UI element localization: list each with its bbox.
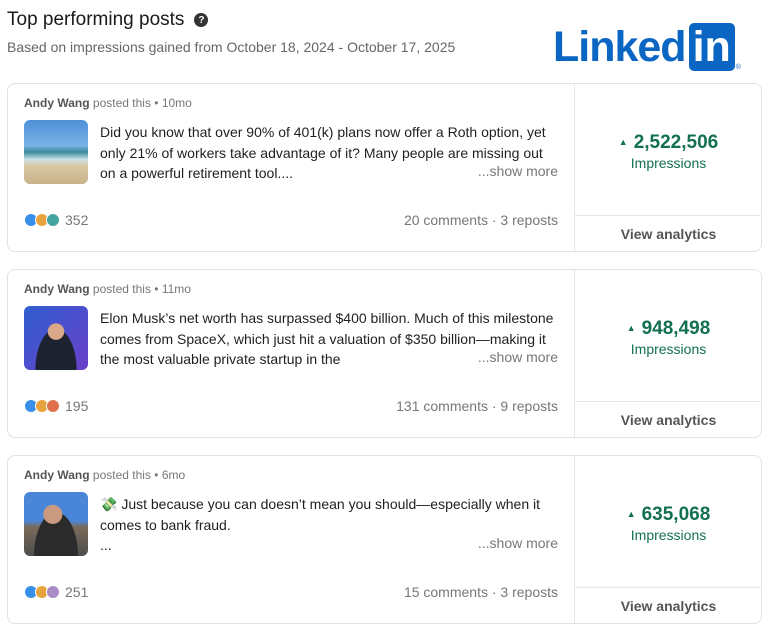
post-ellipsis: ... [100, 537, 112, 553]
post-text[interactable]: Elon Musk’s net worth has surpassed $400… [100, 310, 554, 367]
author-name[interactable]: Andy Wang [24, 468, 90, 482]
linkedin-logo: Linked in ® [553, 19, 741, 71]
date-range-subtitle: Based on impressions gained from October… [7, 39, 456, 55]
post-card: Andy Wang posted this • 6mo 💸 Just becau… [7, 455, 762, 624]
logo-registered: ® [735, 64, 741, 71]
view-analytics-button[interactable]: View analytics [575, 401, 762, 437]
post-thumbnail-person[interactable] [24, 306, 88, 370]
post-text[interactable]: Did you know that over 90% of 401(k) pla… [100, 124, 546, 181]
post-thumbnail-beach[interactable] [24, 120, 88, 184]
post-author: Andy Wang posted this • 10mo [24, 96, 192, 110]
reactions[interactable]: 352 [24, 212, 88, 228]
impressions-value: 2,522,506 [633, 132, 719, 153]
up-triangle-icon: ▲ [618, 137, 628, 147]
post-meta: posted this • 11mo [92, 282, 191, 296]
comments-reposts[interactable]: 131 comments · 9 reposts [396, 398, 558, 414]
comments-reposts[interactable]: 20 comments · 3 reposts [403, 212, 558, 228]
reaction-count: 195 [65, 398, 89, 414]
impressions: ▲ 2,522,506 Impressions [575, 132, 762, 171]
up-triangle-icon: ▲ [626, 509, 636, 519]
show-more-link[interactable]: ...show more [469, 163, 558, 179]
page-title: Top performing posts? [7, 9, 209, 31]
show-more-link[interactable]: ...show more [469, 349, 558, 365]
post-card: Andy Wang posted this • 11mo Elon Musk’s… [7, 269, 762, 438]
funny-reaction-icon [46, 213, 60, 227]
post-card: Andy Wang posted this • 10mo Did you kno… [7, 83, 762, 252]
curious-reaction-icon [46, 585, 60, 599]
post-author: Andy Wang posted this • 6mo [24, 468, 185, 482]
author-name[interactable]: Andy Wang [24, 96, 90, 110]
author-name[interactable]: Andy Wang [24, 282, 90, 296]
question-circle-icon[interactable]: ? [194, 13, 209, 27]
logo-in-box: in [688, 23, 735, 71]
up-triangle-icon: ▲ [626, 323, 636, 333]
impressions-label: Impressions [630, 155, 707, 171]
view-analytics-button[interactable]: View analytics [575, 215, 762, 251]
logo-word: Linked [553, 23, 687, 71]
impressions: ▲ 948,498 Impressions [575, 318, 762, 357]
view-analytics-button[interactable]: View analytics [575, 587, 762, 623]
post-text-body: Just because you can doesn’t mean you sh… [100, 496, 541, 533]
post-meta: posted this • 10mo [92, 96, 192, 110]
post-thumbnail-person[interactable] [24, 492, 88, 556]
impressions: ▲ 635,068 Impressions [575, 504, 762, 543]
post-text[interactable]: 💸 Just because you can doesn’t mean you … [100, 494, 558, 556]
reaction-count: 251 [65, 584, 89, 600]
reaction-count: 352 [65, 212, 89, 228]
money-wings-icon: 💸 [100, 496, 118, 512]
post-meta: posted this • 6mo [92, 468, 186, 482]
impressions-value: 948,498 [641, 318, 711, 339]
impressions-label: Impressions [630, 527, 707, 543]
reactions[interactable]: 195 [24, 398, 88, 414]
comments-reposts[interactable]: 15 comments · 3 reposts [403, 584, 558, 600]
impressions-label: Impressions [630, 341, 707, 357]
title-text: Top performing posts [7, 9, 185, 30]
love-reaction-icon [46, 399, 60, 413]
reactions[interactable]: 251 [24, 584, 88, 600]
show-more-link[interactable]: ...show more [469, 535, 558, 551]
impressions-value: 635,068 [641, 504, 711, 525]
post-author: Andy Wang posted this • 11mo [24, 282, 191, 296]
